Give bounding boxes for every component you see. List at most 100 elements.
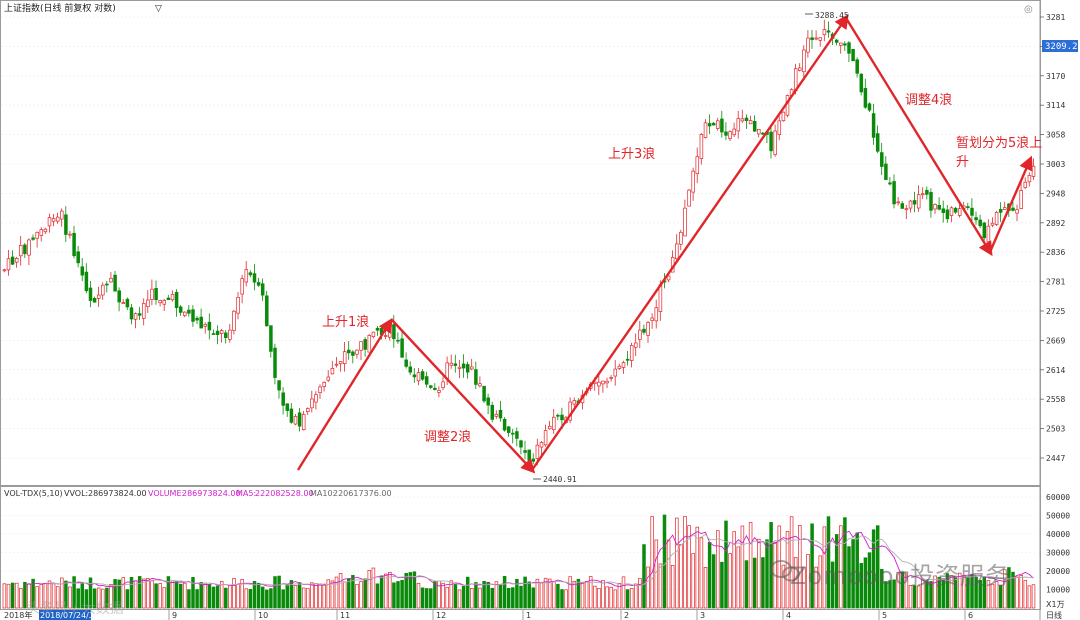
volume-bar-down	[863, 557, 868, 609]
volume-bar-up	[638, 578, 642, 609]
price-grid	[2, 16, 1038, 459]
candle-down	[400, 338, 404, 358]
candle-up	[449, 362, 454, 366]
candle-down	[465, 364, 470, 373]
volume-bar-down	[761, 557, 765, 609]
volume-bar-up	[158, 583, 162, 609]
candle-down	[482, 385, 486, 402]
candle-down	[711, 122, 716, 126]
candle-up	[802, 49, 806, 73]
time-tick-label: 4	[786, 611, 791, 620]
volume-bar-up	[101, 588, 105, 609]
volume-bar-up	[839, 525, 843, 609]
volume-bar-down	[875, 525, 880, 609]
time-tick-label: 12	[436, 611, 446, 620]
candle-down	[888, 182, 892, 185]
volume-bar-down	[810, 523, 814, 609]
volume-bar-down	[72, 576, 76, 609]
candle-up	[478, 383, 482, 387]
candle-up	[679, 231, 683, 245]
volume-tick-label: 40000	[1046, 530, 1070, 539]
window-controls[interactable]: ◎	[1024, 4, 1033, 15]
volume-bar-down	[925, 580, 929, 609]
candle-up	[146, 299, 150, 307]
candle-up	[757, 128, 761, 135]
volume-bar-down	[256, 582, 261, 609]
candle-down	[273, 347, 277, 378]
candle-down	[117, 290, 121, 303]
volume-value: 286973824.00	[182, 489, 241, 498]
candle-up	[133, 313, 138, 320]
volume-bar-down	[347, 578, 351, 609]
candle-down	[88, 287, 93, 301]
volume-bar-down	[752, 557, 757, 609]
candle-up	[334, 363, 339, 366]
volume-bar-up	[908, 585, 913, 609]
volume-bar-up	[646, 566, 650, 609]
candle-down	[375, 327, 380, 331]
candle-up	[142, 302, 146, 319]
candle-down	[978, 219, 982, 227]
volume-bar-down	[724, 520, 728, 609]
price-tick-label: 2669	[1046, 336, 1065, 345]
price-axis: 3281322531703114305830032948289228362781…	[1040, 13, 1065, 463]
volume-bar-up	[757, 538, 761, 609]
volume-bar-down	[404, 572, 408, 609]
volume-bar-up	[449, 580, 454, 609]
candle-down	[847, 42, 851, 54]
volume-bar-up	[990, 583, 995, 609]
volume-bar-up	[916, 585, 921, 609]
candle-up	[35, 231, 39, 239]
volume-bar-up	[703, 567, 708, 609]
volume-bar-down	[945, 573, 950, 609]
candle-up	[293, 416, 298, 425]
candle-up	[27, 239, 31, 256]
volume-bar-up	[793, 557, 798, 609]
price-tick-label: 3170	[1046, 72, 1065, 81]
candle-up	[244, 269, 249, 283]
volume-bar-down	[519, 585, 523, 609]
candle-down	[855, 59, 859, 74]
volume-bar-up	[679, 544, 683, 609]
volume-bar-down	[498, 583, 503, 609]
volume-bar-down	[224, 587, 228, 609]
volume-bar-down	[396, 581, 400, 609]
candle-down	[113, 274, 117, 292]
wave5-label-line1: 暂划分为5浪上	[956, 136, 1042, 151]
wave2-arrow	[391, 319, 536, 474]
volume-bar-down	[408, 572, 413, 609]
time-tick-label: 10	[258, 611, 268, 620]
candle-up	[367, 335, 372, 353]
time-tick-label: 6	[968, 611, 973, 620]
volume-bar-down	[187, 589, 191, 609]
candle-down	[871, 113, 876, 138]
candle-up	[728, 131, 732, 139]
candle-down	[527, 449, 531, 461]
volume-bar-up	[371, 567, 376, 609]
candle-up	[301, 414, 306, 431]
candle-down	[531, 458, 536, 462]
candle-up	[150, 288, 154, 300]
period-label[interactable]: 日线	[1046, 610, 1062, 620]
chevron-down-icon[interactable]: ▽	[155, 4, 162, 14]
settings-icon[interactable]: ◎	[1024, 4, 1033, 15]
volume-header: VOL-TDX(5,10) VVOL: 286973824.00 VOLUME:…	[4, 489, 392, 498]
candle-down	[474, 369, 478, 385]
candle-up	[732, 128, 736, 136]
volume-bar-down	[970, 573, 974, 609]
volume-bar-down	[843, 517, 847, 609]
volume-bar-up	[1023, 580, 1028, 609]
candle-down	[174, 291, 179, 309]
volume-bar-up	[478, 587, 482, 609]
volume-bar-down	[88, 577, 93, 609]
candle-down	[752, 120, 757, 132]
candle-down	[859, 73, 864, 93]
volume-bar-up	[150, 580, 154, 609]
candle-down	[953, 207, 958, 213]
wave5-arrow	[988, 155, 1033, 253]
candle-down	[506, 426, 511, 433]
candle-down	[10, 256, 15, 265]
candle-up	[416, 372, 421, 382]
candle-down	[744, 117, 749, 121]
